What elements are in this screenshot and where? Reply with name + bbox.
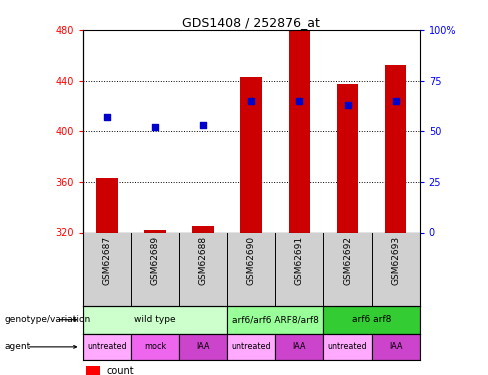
Bar bbox=[324, 334, 371, 360]
Point bbox=[247, 98, 255, 104]
Bar bbox=[227, 334, 275, 360]
Text: IAA: IAA bbox=[197, 342, 210, 351]
Bar bbox=[385, 65, 407, 232]
Bar bbox=[227, 306, 324, 334]
Text: untreated: untreated bbox=[231, 342, 271, 351]
Text: arf6/arf6 ARF8/arf8: arf6/arf6 ARF8/arf8 bbox=[232, 315, 319, 324]
Text: GSM62691: GSM62691 bbox=[295, 236, 304, 285]
Text: IAA: IAA bbox=[293, 342, 306, 351]
Bar bbox=[371, 334, 420, 360]
Point bbox=[151, 124, 159, 130]
Text: genotype/variation: genotype/variation bbox=[5, 315, 91, 324]
Bar bbox=[288, 31, 310, 232]
Text: untreated: untreated bbox=[328, 342, 367, 351]
Text: GSM62687: GSM62687 bbox=[102, 236, 112, 285]
Bar bbox=[131, 334, 179, 360]
Text: GSM62693: GSM62693 bbox=[391, 236, 400, 285]
Bar bbox=[83, 306, 227, 334]
Text: GSM62688: GSM62688 bbox=[199, 236, 208, 285]
Bar bbox=[96, 178, 118, 232]
Bar bbox=[241, 77, 262, 232]
Bar bbox=[275, 334, 324, 360]
Bar bbox=[337, 84, 358, 232]
Bar bbox=[324, 306, 420, 334]
Point bbox=[296, 98, 304, 104]
Text: GSM62689: GSM62689 bbox=[151, 236, 160, 285]
Point bbox=[103, 114, 111, 120]
Bar bbox=[144, 230, 166, 232]
Text: arf6 arf8: arf6 arf8 bbox=[352, 315, 391, 324]
Point bbox=[199, 122, 207, 128]
Text: GSM62690: GSM62690 bbox=[247, 236, 256, 285]
Text: GSM62692: GSM62692 bbox=[343, 236, 352, 285]
Text: count: count bbox=[106, 366, 134, 375]
Text: untreated: untreated bbox=[87, 342, 127, 351]
Bar bbox=[179, 334, 227, 360]
Text: wild type: wild type bbox=[134, 315, 176, 324]
Bar bbox=[192, 226, 214, 232]
Bar bbox=[86, 366, 100, 375]
Text: agent: agent bbox=[5, 342, 31, 351]
Text: IAA: IAA bbox=[389, 342, 403, 351]
Bar bbox=[83, 334, 131, 360]
Point bbox=[344, 102, 351, 108]
Text: mock: mock bbox=[144, 342, 166, 351]
Point bbox=[392, 98, 400, 104]
Title: GDS1408 / 252876_at: GDS1408 / 252876_at bbox=[183, 16, 320, 29]
